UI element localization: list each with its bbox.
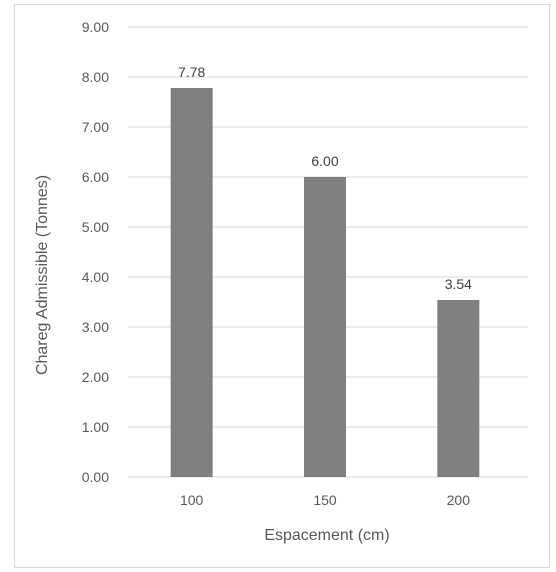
data-label-100: 7.78 [178,64,205,80]
y-tick-label: 4.00 [82,269,109,285]
x-tick-label: 150 [313,492,337,508]
y-tick-label: 2.00 [82,369,109,385]
y-tick-label: 7.00 [82,119,109,135]
bar-100 [170,88,213,477]
y-axis-ticks: 0.00 1.00 2.00 3.00 4.00 5.00 6.00 7.00 8.00 9.00 [82,19,109,485]
x-axis-title: Espacement (cm) [264,527,389,544]
bar-150 [304,177,346,477]
y-tick-label: 5.00 [82,219,109,235]
y-tick-label: 9.00 [82,19,109,35]
y-tick-label: 3.00 [82,319,109,335]
bar-200 [437,300,480,477]
y-tick-label: 1.00 [82,419,109,435]
y-tick-label: 0.00 [82,469,109,485]
bars [170,88,480,477]
data-label-150: 6.00 [311,153,338,169]
data-label-200: 3.54 [445,276,472,292]
x-tick-label: 100 [180,492,204,508]
x-tick-label: 200 [447,492,471,508]
data-labels: 7.78 6.00 3.54 [178,64,472,292]
y-axis-title: Chareg Admissible (Tonnes) [34,175,51,375]
y-tick-label: 6.00 [82,169,109,185]
y-tick-label: 8.00 [82,69,109,85]
x-axis-ticks: 100 150 200 [180,492,470,508]
